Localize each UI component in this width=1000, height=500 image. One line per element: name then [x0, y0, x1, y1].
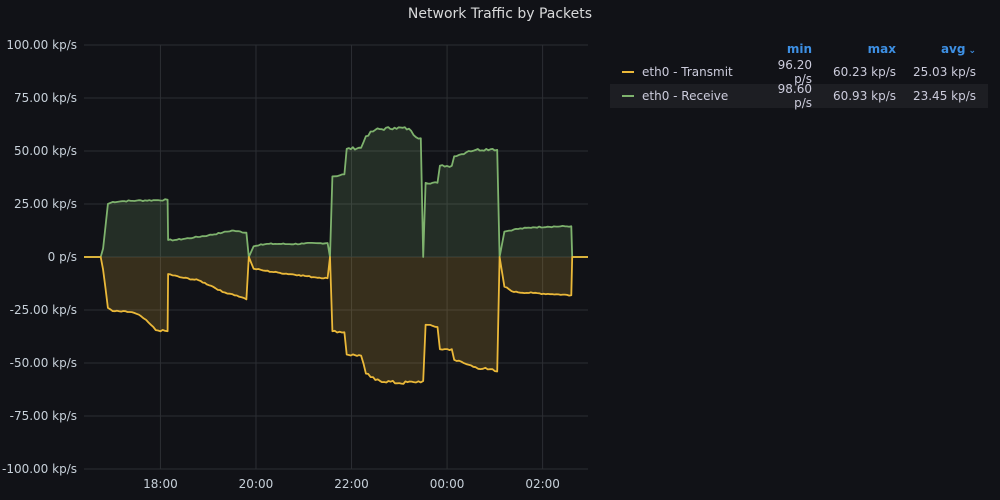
legend-row-transmit[interactable]: eth0 - Transmit 96.20 p/s 60.23 kp/s 25.…: [610, 58, 988, 86]
area-layer: [84, 127, 588, 384]
legend-min-receive: 98.60 p/s: [777, 82, 812, 110]
legend-row-receive[interactable]: eth0 - Receive 98.60 p/s 60.93 kp/s 23.4…: [610, 82, 988, 110]
legend-sort-max[interactable]: max: [867, 42, 896, 56]
panel-title: Network Traffic by Packets: [407, 6, 593, 22]
chevron-down-icon: ⌄: [968, 46, 976, 56]
legend-sort-min[interactable]: min: [786, 42, 812, 56]
y-tick-label: 50.00 kp/s: [14, 144, 77, 158]
legend-label-receive: eth0 - Receive: [642, 89, 729, 103]
legend-min-transmit: 96.20 p/s: [777, 58, 812, 86]
y-tick-label: 25.00 kp/s: [14, 197, 77, 211]
y-tick-label: 100.00 kp/s: [6, 38, 77, 52]
series-line-receive: [84, 126, 588, 258]
legend-sort-avg[interactable]: avg ⌄: [896, 42, 976, 56]
y-tick-label: -100.00 kp/s: [2, 462, 77, 476]
x-tick-label: 20:00: [239, 477, 274, 491]
legend-header: min max avg ⌄: [610, 38, 988, 60]
legend-sort-avg-label: avg: [940, 42, 966, 56]
legend-swatch-receive: [622, 95, 634, 97]
x-tick-label: 00:00: [430, 477, 465, 491]
x-tick-label: 18:00: [143, 477, 178, 491]
legend-max-transmit: 60.23 kp/s: [832, 65, 896, 79]
grid-layer: [84, 44, 588, 470]
y-tick-label: -75.00 kp/s: [10, 409, 77, 423]
line-layer: [84, 126, 588, 385]
y-axis: 100.00 kp/s 75.00 kp/s 50.00 kp/s 25.00 kp/…: [2, 38, 77, 476]
x-axis: 18:00 20:00 22:00 00:00 02:00: [143, 477, 560, 491]
y-tick-label: 75.00 kp/s: [14, 91, 77, 105]
series-area-transmit: [84, 257, 588, 384]
legend-series-name[interactable]: eth0 - Transmit: [610, 65, 770, 79]
legend-table: min max avg ⌄ eth0 - Transmit 96.20 p/s 6…: [610, 38, 988, 110]
series-area-receive: [84, 127, 588, 257]
legend-avg-receive: 23.45 kp/s: [912, 89, 976, 103]
y-tick-label: -25.00 kp/s: [10, 303, 77, 317]
x-tick-label: 22:00: [334, 477, 369, 491]
y-tick-label: 0 p/s: [48, 250, 77, 264]
y-tick-label: -50.00 kp/s: [10, 356, 77, 370]
legend-swatch-transmit: [622, 71, 634, 73]
x-tick-label: 02:00: [525, 477, 560, 491]
legend-max-receive: 60.93 kp/s: [832, 89, 896, 103]
legend-label-transmit: eth0 - Transmit: [642, 65, 733, 79]
series-line-transmit: [84, 256, 588, 385]
legend-avg-transmit: 25.03 kp/s: [912, 65, 976, 79]
legend-series-name[interactable]: eth0 - Receive: [610, 89, 770, 103]
